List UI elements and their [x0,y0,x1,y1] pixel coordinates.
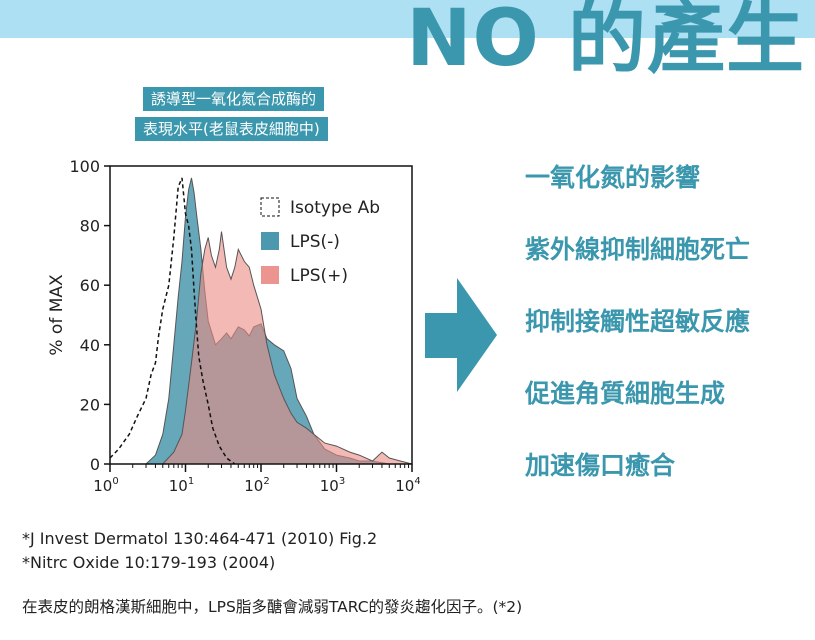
right-arrow-icon [425,278,497,392]
y-tick-label: 0 [90,455,100,474]
effects-list: 一氧化氮的影響 紫外線抑制細胞死亡 抑制接觸性超敏反應 促進角質細胞生成 加速傷… [525,160,750,520]
y-tick-label: 20 [80,395,100,414]
legend-swatch [260,197,280,217]
x-tick-label: 100 [93,476,118,495]
histogram-chart: 0 20 40 60 80 100 100 101 102 103 104 % of MAX Iso… [47,157,420,495]
header-band [0,0,815,38]
y-tick-label: 60 [80,276,100,295]
x-tick-label: 104 [395,476,420,495]
chart-caption-line-2: 表現水平(老鼠表皮細胞中) [135,117,328,141]
x-tick-label: 101 [169,476,194,495]
page-title: NO 的產生 [406,0,805,84]
reference-item: *J Invest Dermatol 130:464-471 (2010) Fi… [22,529,378,548]
legend-swatch [261,232,279,250]
y-axis-label: % of MAX [47,274,67,356]
effect-item: 紫外線抑制細胞死亡 [525,235,751,264]
effect-item: 加速傷口癒合 [525,451,676,480]
x-tick-label: 103 [320,476,345,495]
effect-item: 抑制接觸性超敏反應 [525,307,751,336]
reference-item: *Nitrc Oxide 10:179-193 (2004) [22,553,276,572]
y-tick-label: 40 [80,336,100,355]
legend-swatch [261,266,279,284]
footnote: 在表皮的朗格漢斯細胞中，LPS脂多醣會減弱TARC的發炎趨化因子。(*2) [22,598,523,616]
chart-caption-line-1: 誘導型一氧化氮合成酶的 [143,87,325,111]
series-line-isotype-ab [109,177,236,465]
series-area-lps [161,231,413,465]
effect-item: 促進角質細胞生成 [525,379,726,408]
y-tick-label: 80 [80,217,100,236]
legend-label: Isotype Ab [290,198,380,218]
chart-legend: Isotype Ab LPS(-) LPS(+) [260,197,380,286]
plot-marks [109,177,413,465]
legend-label: LPS(+) [290,266,348,286]
x-tick-label: 102 [244,476,269,495]
y-tick-label: 100 [69,157,100,176]
references: *J Invest Dermatol 130:464-471 (2010) Fi… [22,527,377,575]
legend-label: LPS(-) [290,232,340,252]
effect-item: 一氧化氮的影響 [525,163,701,192]
